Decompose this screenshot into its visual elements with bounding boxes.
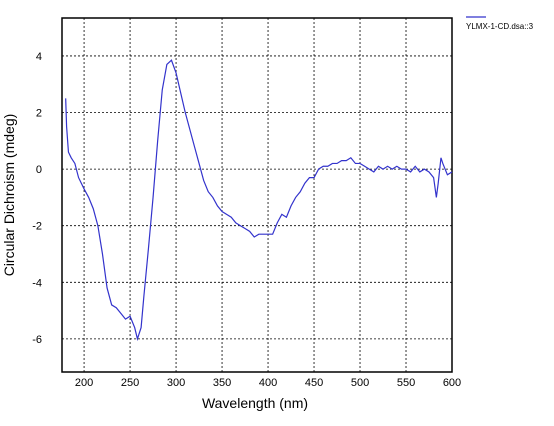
plot-frame [61, 17, 453, 373]
x-axis-title: Wavelength (nm) [202, 395, 308, 411]
x-tick-label: 300 [167, 377, 185, 389]
y-tick-label: 0 [36, 164, 42, 176]
y-tick-label: 4 [36, 51, 42, 63]
x-tick-label: 350 [213, 377, 231, 389]
y-tick-label: -6 [32, 334, 42, 346]
y-tick-label: -4 [32, 277, 42, 289]
legend-label: YLMX-1-CD.dsa::3 [466, 22, 534, 31]
x-tick-label: 250 [121, 377, 139, 389]
x-tick-label: 450 [305, 377, 323, 389]
y-tick-label: 2 [36, 108, 42, 120]
x-tick-label: 550 [397, 377, 415, 389]
y-tick-label: -2 [32, 221, 42, 233]
data-line [65, 59, 453, 342]
x-tick-label: 600 [443, 377, 461, 389]
x-tick-label: 400 [259, 377, 277, 389]
y-axis-title: Circular Dichroism (mdeg) [1, 114, 17, 277]
x-tick-label: 500 [351, 377, 369, 389]
x-tick-label: 200 [75, 377, 93, 389]
